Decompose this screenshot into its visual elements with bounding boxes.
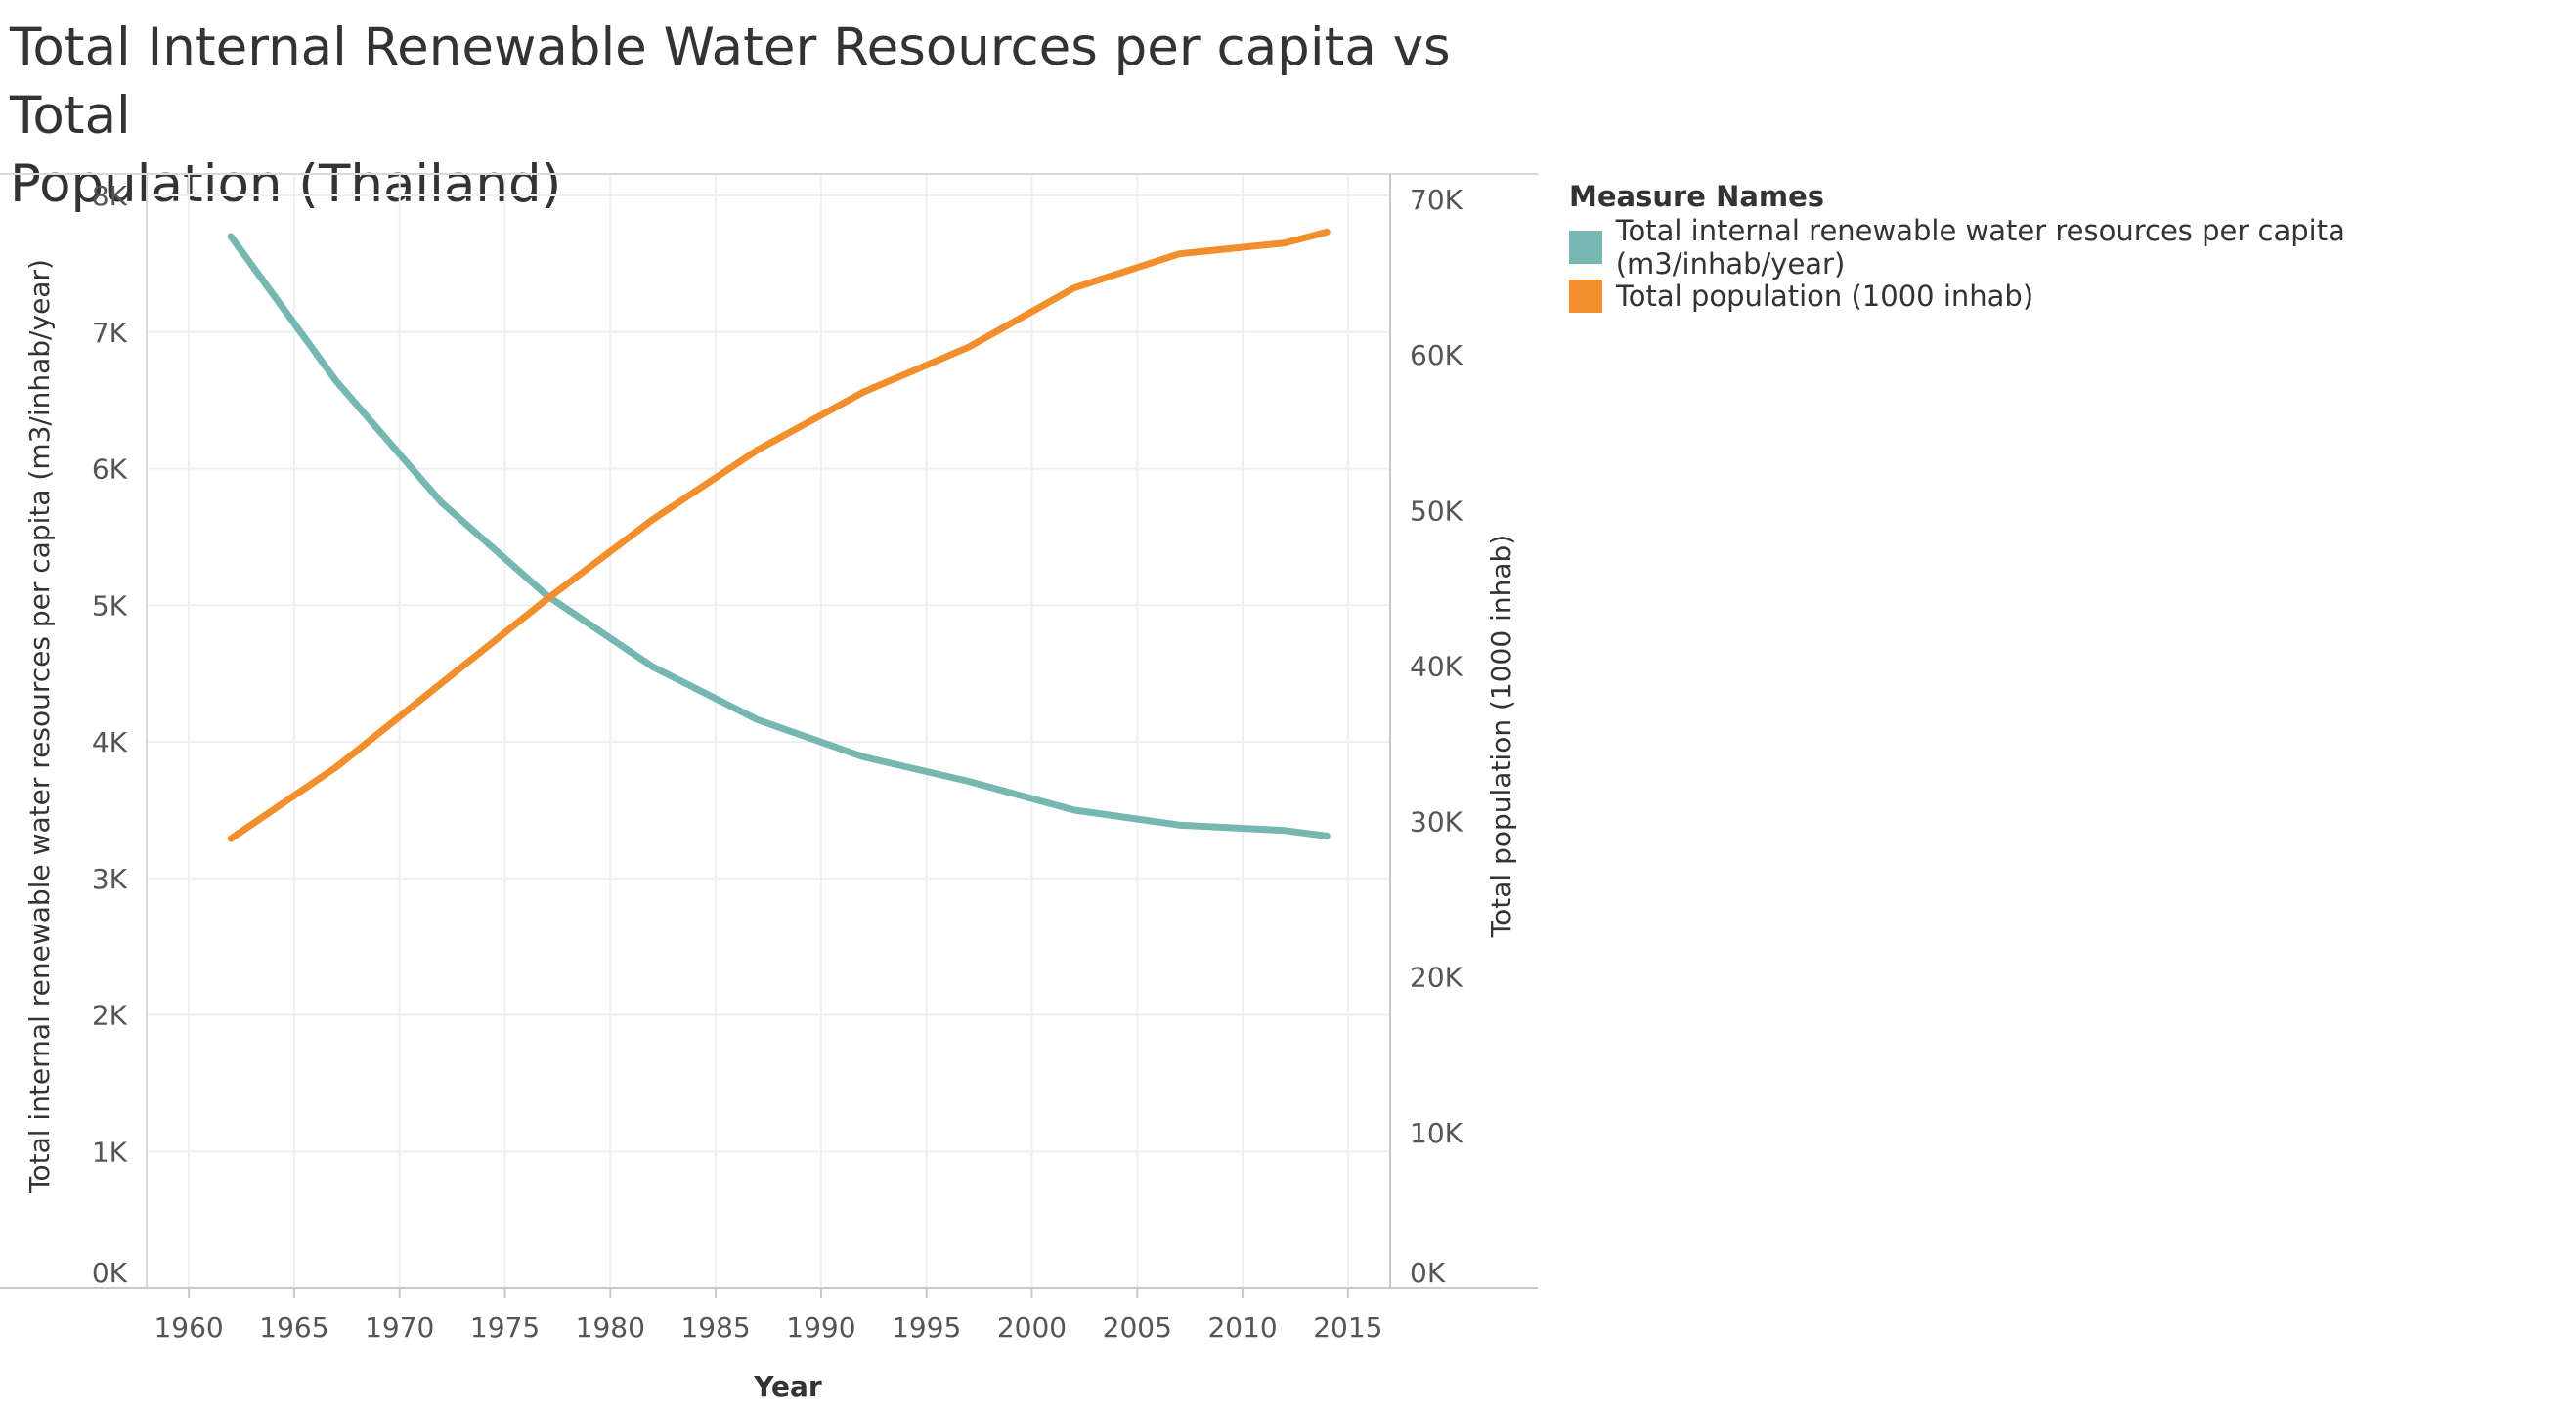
legend-item-water[interactable]: Total internal renewable water resources… bbox=[1569, 214, 2576, 280]
x-tick-label: 1990 bbox=[786, 1312, 855, 1344]
x-tick-label: 1960 bbox=[153, 1312, 223, 1344]
y-right-axis-title: Total population (1000 inhab) bbox=[1485, 535, 1517, 938]
series-line-water bbox=[227, 233, 1331, 839]
y-right-tick-label: 20K bbox=[1410, 962, 1463, 994]
x-tick-label: 2005 bbox=[1103, 1312, 1172, 1344]
legend-swatch-water bbox=[1569, 231, 1602, 264]
legend-label-population: Total population (1000 inhab) bbox=[1616, 280, 2034, 313]
y-left-tick-label: 2K bbox=[92, 1000, 128, 1032]
y-right-tick-label: 10K bbox=[1410, 1117, 1463, 1149]
chart-title-line-1: Total Internal Renewable Water Resources… bbox=[10, 18, 1451, 146]
y-right-tick-label: 0K bbox=[1410, 1257, 1446, 1289]
series-lines bbox=[227, 228, 1331, 842]
x-tick-label: 2015 bbox=[1313, 1312, 1382, 1344]
x-tick-label: 2010 bbox=[1207, 1312, 1277, 1344]
legend: Measure Names Total internal renewable w… bbox=[1569, 180, 2576, 321]
y-left-tick-label: 0K bbox=[92, 1257, 128, 1289]
axes bbox=[0, 173, 1538, 1298]
legend-item-population[interactable]: Total population (1000 inhab) bbox=[1569, 272, 2576, 321]
y-right-tick-label: 30K bbox=[1410, 806, 1463, 839]
x-tick-label: 1995 bbox=[892, 1312, 961, 1344]
legend-label-water: Total internal renewable water resources… bbox=[1615, 214, 2345, 280]
y-left-tick-label: 6K bbox=[92, 453, 128, 486]
x-tick-label: 1975 bbox=[470, 1312, 540, 1344]
gridlines bbox=[147, 174, 1390, 1289]
x-axis-title: Year bbox=[753, 1370, 822, 1402]
x-tick-label: 1985 bbox=[680, 1312, 750, 1344]
x-tick-label: 1980 bbox=[576, 1312, 645, 1344]
y-left-tick-label: 4K bbox=[92, 726, 128, 758]
y-right-tick-label: 50K bbox=[1410, 495, 1463, 527]
x-tick-label: 1970 bbox=[365, 1312, 434, 1344]
legend-swatch-population bbox=[1569, 280, 1602, 313]
chart-title-line-2: Population (Thailand) bbox=[10, 154, 562, 214]
x-tick-label: 1965 bbox=[259, 1312, 328, 1344]
chart-title: Total Internal Renewable Water Resources… bbox=[10, 14, 1535, 219]
y-right-tick-label: 40K bbox=[1410, 650, 1463, 682]
y-left-tick-label: 3K bbox=[92, 863, 128, 895]
y-left-tick-label: 7K bbox=[92, 317, 128, 349]
y-right-tick-label: 60K bbox=[1410, 339, 1463, 371]
y-left-tick-label: 5K bbox=[92, 589, 128, 622]
x-tick-label: 2000 bbox=[997, 1312, 1067, 1344]
y-left-tick-label: 8K bbox=[92, 180, 128, 212]
y-right-tick-label: 70K bbox=[1410, 184, 1463, 216]
series-line-population bbox=[227, 228, 1331, 842]
legend-title: Measure Names bbox=[1569, 180, 1825, 213]
axis-labels: 1960 1965 1970 1975 1980 1985 1990 1995 2000 2005… bbox=[23, 180, 1517, 1402]
y-left-tick-label: 1K bbox=[92, 1136, 128, 1168]
y-left-axis-title: Total internal renewable water resources… bbox=[23, 259, 56, 1194]
